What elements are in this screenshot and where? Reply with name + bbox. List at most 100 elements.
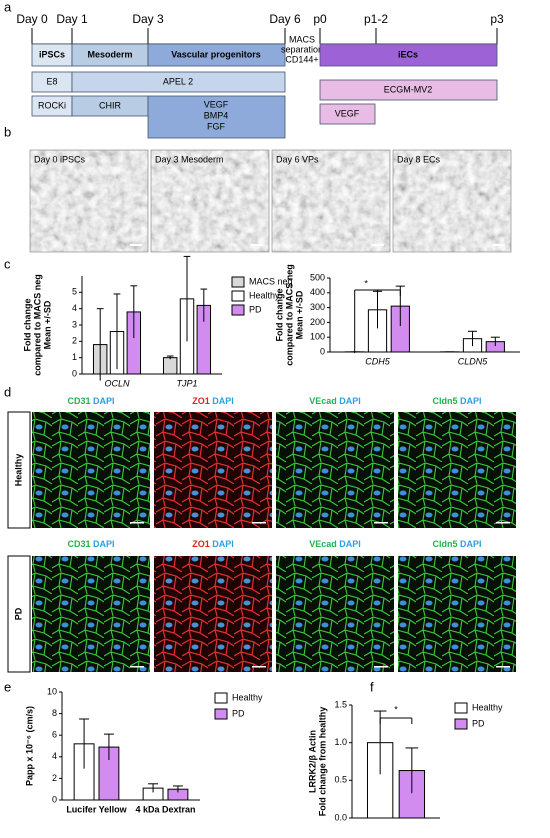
legend-label: Healthy xyxy=(472,702,503,712)
micrograph-frame xyxy=(29,149,149,253)
scale-bar xyxy=(496,666,510,668)
stain-name: Cldn5 xyxy=(432,396,457,406)
fluorescence-image xyxy=(276,556,394,672)
significance: * xyxy=(364,278,368,288)
row-box xyxy=(7,411,31,529)
day-label: Day 0 xyxy=(16,12,48,26)
day-label: Day 6 xyxy=(269,12,301,26)
y-tick-label: 4 xyxy=(72,303,77,313)
fluorescence-image xyxy=(32,556,150,672)
y-axis-label: compared to MACS neg xyxy=(284,264,294,366)
y-tick-label: 1.0 xyxy=(334,737,347,747)
x-tick-label: OCLN xyxy=(104,378,130,388)
stain-name: ZO1 xyxy=(192,539,210,549)
y-axis-label: LRRK2/β Actin xyxy=(307,730,317,793)
row-label: PD xyxy=(13,607,23,620)
y-tick-label: 6 xyxy=(52,730,57,740)
y-tick-label: 0 xyxy=(52,794,57,804)
scale-bar xyxy=(130,666,144,668)
scale-bar xyxy=(252,522,266,524)
stain-name: ZO1 xyxy=(192,396,210,406)
y-axis-label: Fold change xyxy=(22,298,32,351)
fluorescence-image xyxy=(154,412,272,528)
legend-label: MACS neg xyxy=(249,276,293,286)
legend-swatch xyxy=(231,276,245,288)
stain-name: DAPI xyxy=(339,539,361,549)
fluorescence-image xyxy=(32,412,150,528)
macs-label: separation xyxy=(281,44,323,54)
micrograph xyxy=(393,150,511,252)
y-axis-label: Mean +/-SD xyxy=(294,290,304,339)
stage-label: Mesoderm xyxy=(87,49,132,59)
fluorescence-image xyxy=(154,556,272,672)
medium-label: VEGF xyxy=(204,99,229,109)
significance: * xyxy=(394,704,398,714)
y-tick-label: 5 xyxy=(72,287,77,297)
y-tick-label: 10 xyxy=(47,686,57,696)
y-tick-label: 0.0 xyxy=(334,812,347,822)
scale-bar xyxy=(130,244,142,246)
legend-label: PD xyxy=(472,718,485,728)
scale-bar xyxy=(374,522,388,524)
x-tick-label: CDH5 xyxy=(365,356,390,366)
legend-swatch xyxy=(231,304,245,316)
fluorescence-image xyxy=(398,412,516,528)
y-tick-label: 500 xyxy=(310,272,325,282)
stain-name: CD31 xyxy=(67,396,90,406)
medium-box xyxy=(319,103,376,125)
y-tick-label: 400 xyxy=(310,287,325,297)
y-tick-label: 2 xyxy=(52,773,57,783)
passage-label: p1-2 xyxy=(364,12,388,26)
macs-label: MACS xyxy=(289,34,315,44)
scale-bar xyxy=(130,522,144,524)
stain-name: DAPI xyxy=(460,396,482,406)
legend-swatch xyxy=(454,702,468,714)
micrograph-label: Day 6 VPs xyxy=(276,154,319,164)
scale-bar xyxy=(374,666,388,668)
y-tick-label: 2 xyxy=(72,336,77,346)
medium-label: ECGM-MV2 xyxy=(384,84,433,94)
stain-header: CD31 DAPI xyxy=(67,396,114,406)
panel-label: b xyxy=(4,124,11,139)
y-axis-label: Fold change from healthy xyxy=(317,707,327,817)
legend-label: PD xyxy=(232,708,245,718)
medium-label: VEGF xyxy=(335,108,360,118)
scale-bar xyxy=(252,666,266,668)
macs-label: CD144+ xyxy=(285,54,318,64)
stage-box xyxy=(319,43,498,67)
legend-swatch xyxy=(214,692,228,704)
stain-name: CD31 xyxy=(67,539,90,549)
day-label: Day 1 xyxy=(56,12,88,26)
stain-header: Cldn5 DAPI xyxy=(432,396,481,406)
legend-swatch xyxy=(454,718,468,730)
y-tick-label: 300 xyxy=(310,302,325,312)
x-tick-label: CLDN5 xyxy=(458,356,489,366)
y-tick-label: 1.5 xyxy=(334,699,347,709)
x-tick-label: TJP1 xyxy=(176,378,197,388)
legend-label: Healthy xyxy=(249,290,280,300)
legend-label: Healthy xyxy=(232,692,263,702)
x-tick-label: Lucifer Yellow xyxy=(66,804,127,814)
y-tick-label: 200 xyxy=(310,317,325,327)
y-tick-label: 0.5 xyxy=(334,775,347,785)
row-box xyxy=(7,555,31,673)
panel-label: f xyxy=(370,679,374,694)
passage-label: p0 xyxy=(313,12,327,26)
row-label: Healthy xyxy=(13,454,23,487)
micrograph-label: Day 0 iPSCs xyxy=(34,154,86,164)
stain-name: VEcad xyxy=(309,396,337,406)
micrograph xyxy=(30,150,148,252)
y-axis-label: Papp x 10⁻⁶ (cm/s) xyxy=(24,706,34,786)
y-axis-label: Mean +/-SD xyxy=(42,300,52,349)
stain-name: VEcad xyxy=(309,539,337,549)
medium-label: FGF xyxy=(207,121,225,131)
passage-label: p3 xyxy=(490,12,504,26)
panel-label: d xyxy=(4,384,11,399)
stain-header: VEcad DAPI xyxy=(309,539,361,549)
stage-box xyxy=(147,43,286,67)
y-tick-label: 1 xyxy=(72,352,77,362)
stain-header: Cldn5 DAPI xyxy=(432,539,481,549)
micrograph-frame xyxy=(392,149,512,253)
scale-bar xyxy=(251,244,263,246)
day-label: Day 3 xyxy=(132,12,164,26)
